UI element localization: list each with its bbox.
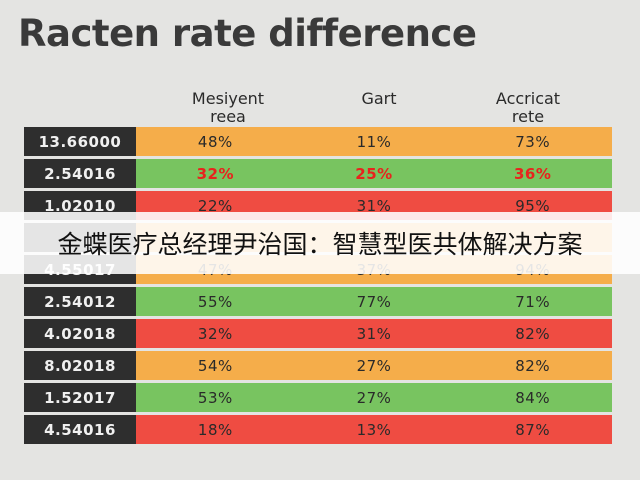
value-cell: 18% <box>136 415 295 444</box>
value-cell: 77% <box>294 287 454 316</box>
row-id-cell: 8.02018 <box>24 351 136 380</box>
column-header-1: Mesiyent reea <box>191 89 265 126</box>
table-row: 4.02018 32% 31% 82% <box>24 319 613 348</box>
value-cell: 27% <box>294 383 454 412</box>
value-cell: 36% <box>453 159 613 188</box>
row-id-cell: 4.54016 <box>24 415 136 444</box>
value-cell: 87% <box>453 415 613 444</box>
value-cell: 82% <box>453 319 613 348</box>
table-row: 13.66000 48% 11% 73% <box>24 127 613 156</box>
table-row: 4.54016 18% 13% 87% <box>24 415 613 444</box>
value-cell: 55% <box>136 287 295 316</box>
data-table: 13.66000 48% 11% 73% 2.54016 32% 25% 36% 1.02010… <box>24 127 613 447</box>
column-header-2: Gart <box>361 89 397 108</box>
value-cell: 54% <box>136 351 295 380</box>
table-row: 1.52017 53% 27% 84% <box>24 383 613 412</box>
value-cell: 32% <box>136 159 295 188</box>
table-row: 8.02018 54% 27% 82% <box>24 351 613 380</box>
table-row: 2.54016 32% 25% 36% <box>24 159 613 188</box>
column-header-3: Accricat rete <box>495 89 561 126</box>
table-row: 2.54012 55% 77% 71% <box>24 287 613 316</box>
value-cell: 13% <box>294 415 454 444</box>
value-cell: 84% <box>453 383 613 412</box>
value-cell: 71% <box>453 287 613 316</box>
row-id-cell: 2.54012 <box>24 287 136 316</box>
row-id-cell: 4.02018 <box>24 319 136 348</box>
value-cell: 53% <box>136 383 295 412</box>
chart-title: Racten rate difference <box>18 12 477 55</box>
value-cell: 11% <box>294 127 454 156</box>
value-cell: 27% <box>294 351 454 380</box>
value-cell: 82% <box>453 351 613 380</box>
value-cell: 73% <box>453 127 613 156</box>
row-id-cell: 13.66000 <box>24 127 136 156</box>
caption-banner: 金蝶医疗总经理尹治国：智慧型医共体解决方案 <box>0 212 640 274</box>
row-id-cell: 2.54016 <box>24 159 136 188</box>
row-id-cell: 1.52017 <box>24 383 136 412</box>
value-cell: 48% <box>136 127 295 156</box>
value-cell: 31% <box>294 319 454 348</box>
value-cell: 25% <box>294 159 454 188</box>
value-cell: 32% <box>136 319 295 348</box>
